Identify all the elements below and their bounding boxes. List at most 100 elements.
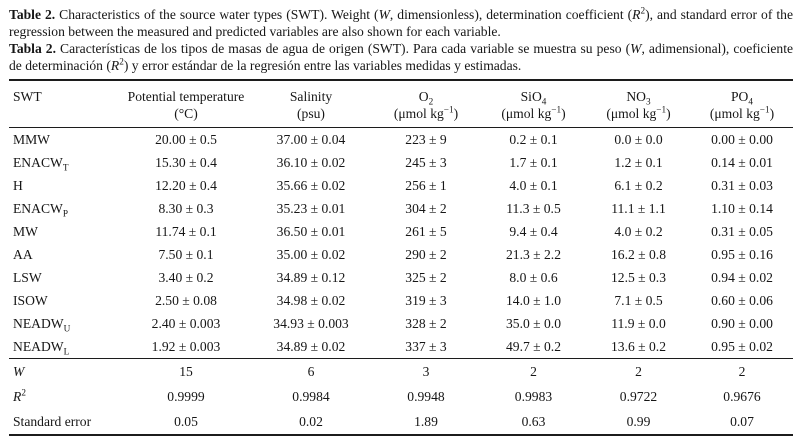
value-cell: 223 ± 9	[405, 132, 447, 147]
value-cell: 0.31 ± 0.03	[711, 178, 773, 193]
value-cell: 11.1 ± 1.1	[611, 201, 666, 216]
column-header-label: Salinity	[289, 89, 333, 104]
table-row: AA 7.50 ± 0.1 35.00 ± 0.02 290 ± 2 21.3 ± 2.…	[9, 243, 793, 266]
value-cell: 37.00 ± 0.04	[276, 132, 346, 147]
table-summary: W 15 6 3 2 2 2 R2 0.9999 0.9984 0.9948 0.9983 0.9722…	[9, 359, 793, 436]
summary-value-cell: 0.9948	[407, 389, 445, 404]
table-row: NEADWU 2.40 ± 0.003 34.93 ± 0.003 328 ± 2 35…	[9, 312, 793, 335]
column-header-o2: O2 (μmol kg−1)	[371, 80, 481, 128]
column-header-unit: (μmol kg−1)	[709, 104, 775, 121]
swt-label-cell: NEADWU	[13, 316, 71, 334]
value-cell: 4.0 ± 0.1	[509, 178, 558, 193]
value-cell: 328 ± 2	[405, 316, 447, 331]
column-header-label: Potential temperature	[127, 89, 245, 104]
summary-value-cell: 0.9999	[167, 389, 205, 404]
value-cell: 8.30 ± 0.3	[158, 201, 214, 216]
value-cell: 14.0 ± 1.0	[505, 293, 562, 308]
column-header-unit: (°C)	[174, 106, 198, 121]
summary-value-cell: 15	[179, 364, 193, 379]
column-header-sio4: SiO4 (μmol kg−1)	[481, 80, 586, 128]
summary-label-cell: Standard error	[13, 414, 92, 429]
column-header-label: PO4	[730, 89, 753, 107]
swt-label-cell: ENACWP	[13, 201, 68, 219]
summary-row: R2 0.9999 0.9984 0.9948 0.9983 0.9722 0.9676	[9, 384, 793, 409]
summary-value-cell: 0.9984	[292, 389, 330, 404]
summary-value-cell: 1.89	[414, 414, 438, 429]
table-row: MMW 20.00 ± 0.5 37.00 ± 0.04 223 ± 9 0.2 ± 0…	[9, 128, 793, 152]
column-header-unit: (μmol kg−1)	[606, 104, 671, 121]
value-cell: 261 ± 5	[405, 224, 447, 239]
value-cell: 12.5 ± 0.3	[610, 270, 667, 285]
swt-label-cell: NEADWL	[9, 335, 121, 359]
value-cell: 34.89 ± 0.12	[276, 270, 346, 285]
value-cell: 1.92 ± 0.003	[121, 335, 251, 359]
swt-label-cell: MW	[13, 224, 38, 239]
summary-value-cell: 0.07	[730, 414, 754, 429]
value-cell: 34.89 ± 0.02	[251, 335, 371, 359]
column-header-label: NO3	[626, 89, 651, 107]
summary-value-cell: 0.05	[174, 414, 198, 429]
value-cell: 304 ± 2	[405, 201, 447, 216]
value-cell: 35.00 ± 0.02	[276, 247, 346, 262]
value-cell: 13.6 ± 0.2	[586, 335, 691, 359]
swt-label-cell: MMW	[13, 132, 51, 147]
swt-characteristics-table: SWT Potential temperature (°C) Salinity (psu…	[9, 79, 793, 436]
value-cell: 0.60 ± 0.06	[711, 293, 773, 308]
value-cell: 15.30 ± 0.4	[155, 155, 217, 170]
value-cell: 319 ± 3	[405, 293, 447, 308]
column-header-po4: PO4 (μmol kg−1)	[691, 80, 793, 128]
column-header-unit: (μmol kg−1)	[501, 104, 566, 121]
table-row: LSW 3.40 ± 0.2 34.89 ± 0.12 325 ± 2 8.0 ± 0.…	[9, 266, 793, 289]
value-cell: 337 ± 3	[371, 335, 481, 359]
value-cell: 36.50 ± 0.01	[276, 224, 346, 239]
value-cell: 290 ± 2	[405, 247, 447, 262]
value-cell: 35.0 ± 0.0	[505, 316, 562, 331]
summary-value-cell: 0.9676	[723, 389, 761, 404]
summary-value-cell: 0.9983	[514, 389, 553, 404]
swt-label-cell: ISOW	[13, 293, 48, 308]
caption-spanish: Tabla 2. Características de los tipos de…	[9, 41, 794, 73]
column-header-potential-temperature: Potential temperature (°C)	[121, 80, 251, 128]
value-cell: 3.40 ± 0.2	[158, 270, 214, 285]
summary-label-cell: W	[13, 364, 25, 379]
table-row: ISOW 2.50 ± 0.08 34.98 ± 0.02 319 ± 3 14.0 ±…	[9, 289, 793, 312]
value-cell: 245 ± 3	[405, 155, 447, 170]
value-cell: 0.90 ± 0.00	[711, 316, 773, 331]
summary-value-cell: 2	[635, 364, 642, 379]
value-cell: 0.0 ± 0.0	[614, 132, 663, 147]
summary-value-cell: 2	[738, 364, 746, 379]
swt-label-cell: H	[13, 178, 23, 193]
swt-label-cell: ENACWT	[13, 155, 69, 173]
summary-label-cell: R2	[13, 387, 26, 404]
caption-english-label: Table 2.	[9, 7, 56, 22]
caption-spanish-label: Tabla 2.	[9, 41, 56, 56]
table-row: H 12.20 ± 0.4 35.66 ± 0.02 256 ± 1 4.0 ± 0.1…	[9, 174, 793, 197]
value-cell: 6.1 ± 0.2	[614, 178, 663, 193]
value-cell: 49.7 ± 0.2	[481, 335, 586, 359]
value-cell: 20.00 ± 0.5	[155, 132, 217, 147]
table-row: ENACWP 8.30 ± 0.3 35.23 ± 0.01 304 ± 2 11.3 …	[9, 197, 793, 220]
value-cell: 35.66 ± 0.02	[276, 178, 346, 193]
table-header: SWT Potential temperature (°C) Salinity (psu…	[9, 80, 793, 128]
value-cell: 34.93 ± 0.003	[273, 316, 349, 331]
value-cell: 7.50 ± 0.1	[158, 247, 214, 262]
value-cell: 11.3 ± 0.5	[506, 201, 561, 216]
value-cell: 34.98 ± 0.02	[276, 293, 346, 308]
summary-row: Standard error 0.05 0.02 1.89 0.63 0.99 0.07	[9, 409, 793, 435]
value-cell: 0.94 ± 0.02	[711, 270, 773, 285]
document-page: Table 2. Characteristics of the source w…	[9, 6, 794, 436]
column-header-unit: (μmol kg−1)	[393, 104, 459, 121]
summary-value-cell: 2	[530, 364, 537, 379]
value-cell: 16.2 ± 0.8	[610, 247, 667, 262]
column-header-swt: SWT	[9, 80, 121, 128]
summary-value-cell: 3	[422, 364, 430, 379]
summary-value-cell: 0.63	[521, 414, 546, 429]
swt-label-cell: AA	[13, 247, 33, 262]
column-header-unit: (psu)	[297, 106, 325, 121]
column-header-label: O2	[418, 89, 434, 107]
summary-value-cell: 0.99	[626, 414, 651, 429]
value-cell: 0.14 ± 0.01	[711, 155, 773, 170]
value-cell: 7.1 ± 0.5	[614, 293, 663, 308]
table-row: ENACWT 15.30 ± 0.4 36.10 ± 0.02 245 ± 3 1.7 …	[9, 151, 793, 174]
value-cell: 4.0 ± 0.2	[614, 224, 663, 239]
